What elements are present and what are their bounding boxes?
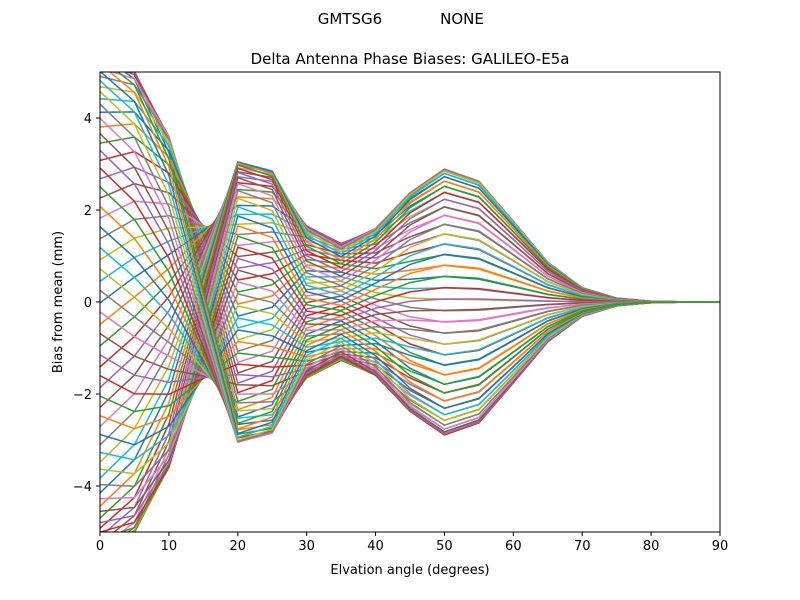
x-tick-label: 90 (712, 539, 729, 554)
x-tick-label: 60 (505, 539, 522, 554)
y-tick-label: 4 (84, 112, 92, 127)
x-tick-label: 30 (298, 539, 315, 554)
series-line (116, 72, 720, 425)
y-tick-label: −4 (73, 480, 92, 495)
x-axis-ticks: 0 10 20 30 40 50 60 70 80 90 (96, 532, 728, 554)
y-tick-label: 0 (84, 296, 92, 311)
x-axis-label: Elvation angle (degrees) (330, 563, 489, 578)
x-tick-label: 20 (230, 539, 247, 554)
x-tick-label: 10 (161, 539, 178, 554)
suptitle-left: GMTSG6 (318, 10, 382, 28)
y-axis-ticks: −4 −2 0 2 4 (73, 112, 100, 495)
chart-title: Delta Antenna Phase Biases: GALILEO-E5a (251, 50, 570, 68)
x-tick-label: 50 (436, 539, 453, 554)
x-tick-label: 70 (574, 539, 591, 554)
series-lines (100, 72, 720, 532)
suptitle-right: NONE (440, 10, 484, 28)
x-tick-label: 80 (643, 539, 660, 554)
y-tick-label: 2 (84, 204, 92, 219)
y-tick-label: −2 (73, 388, 92, 403)
x-tick-label: 40 (367, 539, 384, 554)
y-axis-label: Bias from mean (mm) (51, 231, 66, 373)
x-tick-label: 0 (96, 539, 104, 554)
